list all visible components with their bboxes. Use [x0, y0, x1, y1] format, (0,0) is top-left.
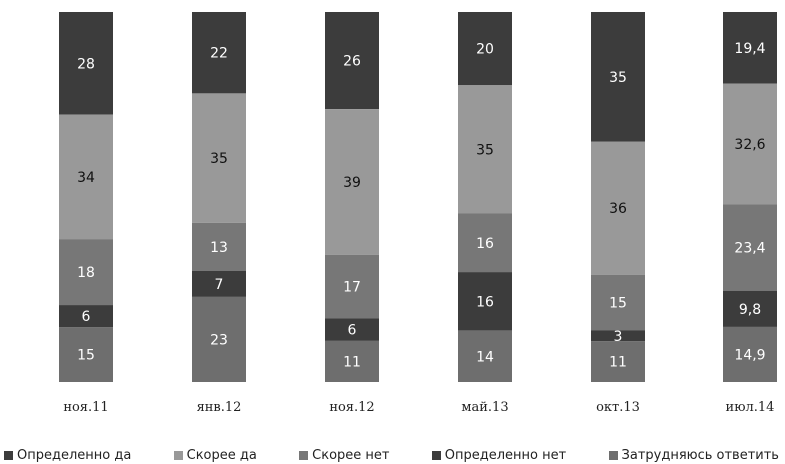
legend-item: Затрудняюсь ответить — [608, 447, 779, 463]
bar-segment — [458, 330, 512, 382]
legend-label: Определенно нет — [444, 447, 567, 463]
legend-label: Скорее да — [186, 447, 257, 463]
value-label: 22 — [210, 46, 228, 62]
bar-segment — [591, 341, 645, 382]
bar-segment — [325, 109, 379, 255]
value-label: 14,9 — [734, 347, 765, 363]
bar-segment — [325, 318, 379, 341]
legend-item: Скорее да — [173, 447, 257, 463]
bar-segment — [591, 274, 645, 331]
bar-segment — [192, 296, 246, 382]
bar-segment — [192, 271, 246, 297]
bar-segment — [325, 254, 379, 319]
value-label: 34 — [77, 170, 95, 186]
bar-segment — [591, 141, 645, 275]
value-label: 15 — [609, 295, 627, 311]
bar-segment — [591, 12, 645, 142]
bar-segment — [723, 204, 777, 291]
value-labels-group: 28 34 18 6 15 22 35 13 7 23 26 39 17 6 11 20 35 16 16 14 35 3… — [77, 41, 766, 371]
value-label: 39 — [343, 175, 361, 191]
x-tick-label: ноя.12 — [329, 400, 374, 415]
x-tick-label: май.13 — [461, 400, 508, 415]
x-tick-label: янв.12 — [197, 400, 242, 415]
bar-segment — [723, 326, 777, 382]
legend-item: Определенно нет — [431, 447, 567, 463]
legend-item: Скорее нет — [299, 448, 389, 463]
x-tick-label: июл.14 — [726, 400, 775, 415]
value-label: 17 — [343, 280, 361, 296]
bar-segment — [591, 330, 645, 342]
value-label: 9,8 — [739, 302, 761, 318]
bar-segment — [59, 12, 113, 115]
value-label: 28 — [77, 56, 95, 72]
value-label: 13 — [210, 240, 228, 256]
bar-segment — [723, 290, 777, 327]
value-label: 23 — [210, 332, 228, 348]
bar-segment — [192, 12, 246, 94]
bar-segment — [458, 12, 512, 86]
bar-segment — [192, 93, 246, 223]
value-label: 36 — [609, 201, 627, 217]
value-label: 14 — [476, 349, 494, 365]
value-label: 35 — [609, 70, 627, 86]
x-tick-label: ноя.11 — [63, 400, 108, 415]
value-label: 6 — [348, 323, 357, 339]
legend-label: Затрудняюсь ответить — [621, 447, 779, 463]
bar-segment — [458, 85, 512, 214]
value-label: 11 — [343, 354, 361, 370]
bar-segment — [458, 272, 512, 331]
value-label: 16 — [476, 294, 494, 310]
value-label: 6 — [82, 309, 91, 325]
legend-label: Определенно да — [17, 447, 132, 463]
value-label: 19,4 — [734, 41, 765, 57]
bar-segment — [458, 213, 512, 273]
value-label: 20 — [476, 42, 494, 58]
legend-swatch — [4, 450, 13, 460]
legend-swatch — [608, 450, 618, 460]
legend-swatch — [173, 450, 183, 460]
legend-item: Определенно да — [4, 448, 131, 463]
legend-swatch — [299, 450, 309, 460]
value-label: 32,6 — [734, 137, 765, 153]
x-axis-ticks: ноя.11 янв.12 ноя.12 май.13 окт.13 июл.14 — [63, 400, 774, 415]
bar-segment — [59, 327, 113, 382]
legend-swatch — [431, 450, 441, 460]
bars-group — [59, 12, 777, 382]
bar-segment — [59, 305, 113, 328]
value-label: 35 — [476, 142, 494, 158]
bar-segment — [192, 222, 246, 271]
value-label: 15 — [77, 348, 95, 364]
value-label: 23,4 — [734, 240, 765, 256]
value-label: 35 — [210, 151, 228, 167]
value-label: 16 — [476, 236, 494, 252]
legend-label: Скорее нет — [312, 447, 390, 463]
legend: Определенно да Скорее да Скорее нет Определ… — [0, 446, 785, 464]
bar-segment — [723, 83, 777, 205]
bar-segment — [59, 114, 113, 240]
bar-segment — [59, 239, 113, 306]
value-label: 3 — [614, 329, 623, 345]
bar-segment — [325, 340, 379, 382]
bar-segment — [723, 12, 777, 84]
value-label: 18 — [77, 265, 95, 281]
bar-segment — [325, 12, 379, 110]
value-label: 11 — [609, 355, 627, 371]
x-tick-label: окт.13 — [596, 400, 640, 415]
value-label: 7 — [215, 277, 224, 293]
value-label: 26 — [343, 54, 361, 70]
